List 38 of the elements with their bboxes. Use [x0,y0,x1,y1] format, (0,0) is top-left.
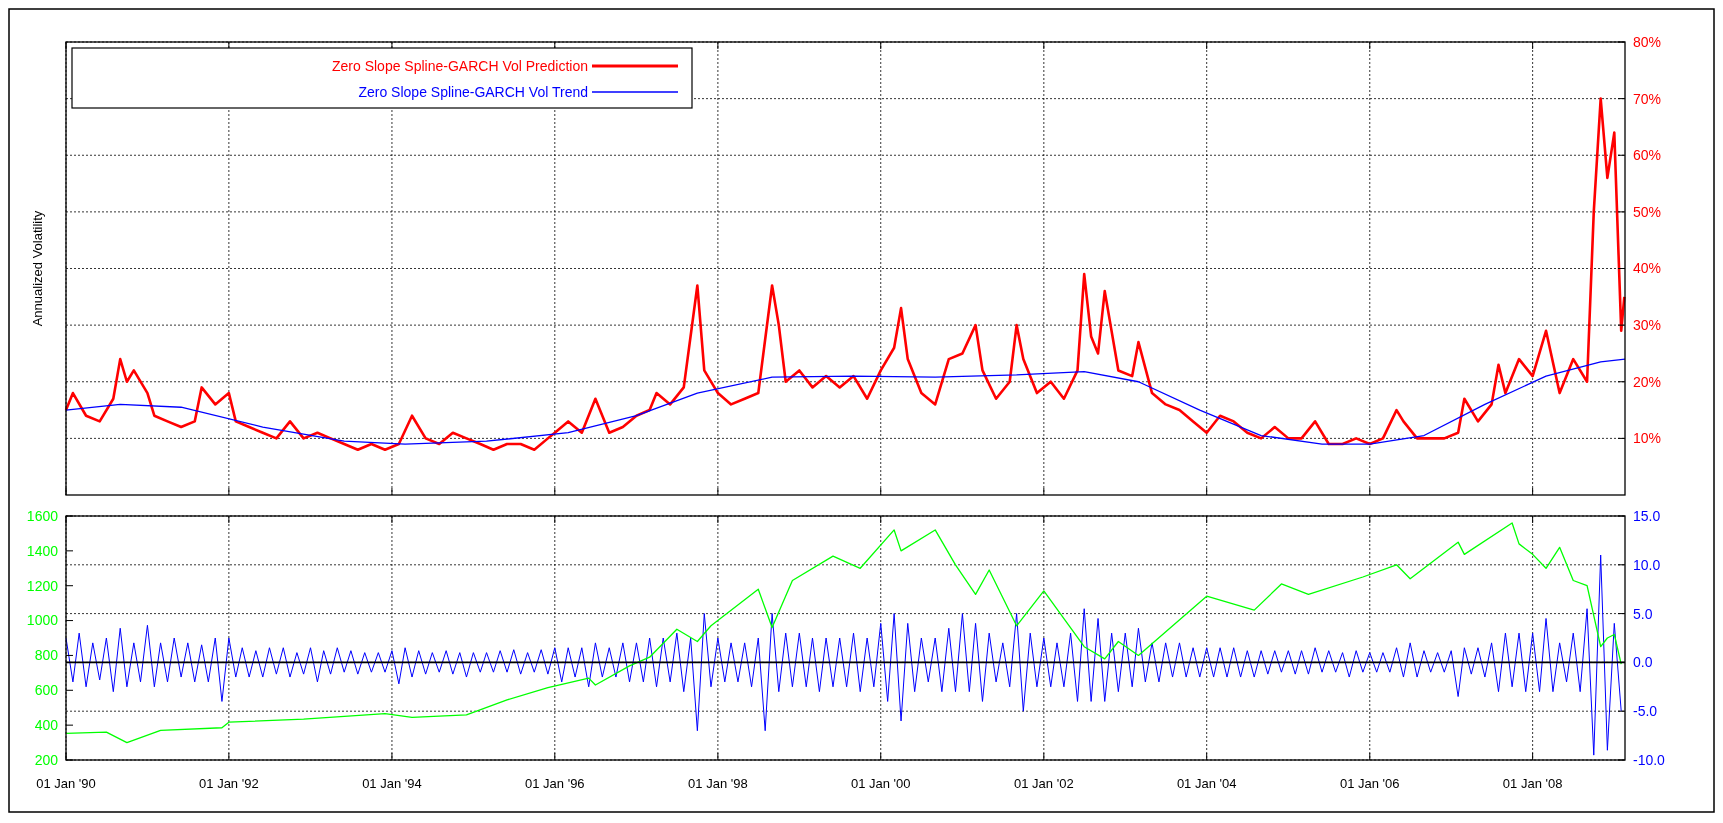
x-tick-label: 01 Jan '06 [1339,776,1400,791]
y-tick-label: 10% [1633,430,1662,447]
x-tick-label: 01 Jan '04 [1176,776,1237,791]
text: Zero Slope Spline-GARCH Vol Prediction [331,57,588,74]
y2-tick-label: 10.0 [1633,556,1661,573]
y2-tick-label: 0.0 [1633,654,1653,671]
y-tick-label: 1400 [26,542,59,559]
x-tick-label: 01 Jan '92 [199,776,259,791]
y-tick-label: 1600 [26,507,59,524]
y-tick-label: 70% [1633,90,1662,107]
y2-tick-label: 15.0 [1633,507,1661,524]
y-tick-label: 40% [1633,260,1662,277]
line-series [65,358,1626,445]
y-tick-label: 400 [34,717,59,734]
x-tick-label: 01 Jan '94 [362,776,422,791]
line-series [65,554,1622,756]
x-tick-label: 01 Jan '96 [525,776,585,791]
y-tick-label: 600 [34,682,59,699]
y-tick-label: 1000 [26,612,59,629]
y2-tick-label: -10.0 [1633,751,1666,768]
y2-tick-label: -5.0 [1633,703,1658,720]
x-tick-label: 01 Jan '90 [36,776,96,791]
y-tick-label: 80% [1633,33,1662,50]
x-tick-label: 01 Jan '00 [850,776,911,791]
y-tick-label: 200 [34,751,59,768]
y-tick-label: 30% [1633,317,1662,334]
y-axis-title: Annualized Volatility [30,210,45,327]
y2-tick-label: 5.0 [1633,605,1653,622]
y-tick-label: 800 [34,647,59,664]
y-tick-label: 1200 [26,577,59,594]
x-tick-label: 01 Jan '02 [1014,776,1074,791]
text: Zero Slope Spline-GARCH Vol Trend [358,83,588,100]
y-tick-label: 50% [1633,203,1662,220]
y-tick-label: 20% [1633,373,1662,390]
y-tick-label: 60% [1633,147,1662,164]
x-tick-label: 01 Jan '08 [1502,776,1563,791]
x-tick-label: 01 Jan '98 [688,776,748,791]
line-series [65,522,1622,744]
